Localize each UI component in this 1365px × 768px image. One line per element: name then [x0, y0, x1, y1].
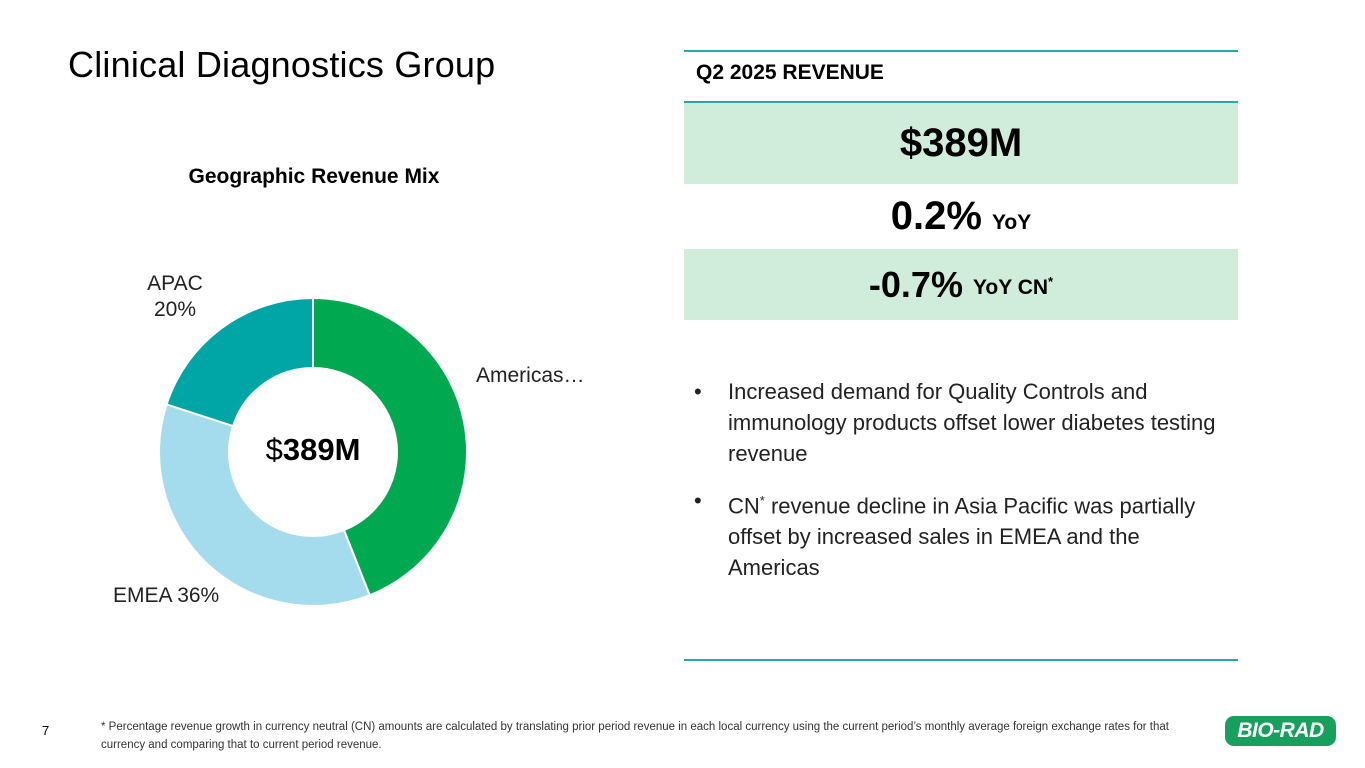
revenue-total-value: $389M [899, 121, 1023, 165]
slice-label-americas: Americas… [476, 364, 585, 387]
bio-rad-logo: BIO-RAD [1225, 716, 1336, 746]
bullet-text: Increased demand for Quality Controls an… [728, 379, 1216, 466]
donut-center-label: $389M [215, 432, 411, 468]
footnote: * Percentage revenue growth in currency … [101, 721, 1169, 751]
commentary-list: • Increased demand for Quality Controls … [694, 376, 1234, 599]
slice-label-apac-name: APAC [147, 272, 203, 295]
center-label-prefix: $ [265, 432, 283, 467]
revenue-header: Q2 2025 REVENUE [696, 61, 884, 84]
donut-slice-emea [158, 403, 371, 607]
panel-header-rule [684, 101, 1238, 103]
bullet-text: revenue decline in Asia Pacific was part… [728, 493, 1196, 581]
chart-title: Geographic Revenue Mix [188, 165, 440, 188]
donut-chart [158, 296, 468, 607]
slice-label-apac-value: 20% [153, 298, 197, 321]
donut-slice-apac [165, 296, 314, 428]
slice-label-emea: EMEA 36% [113, 584, 220, 607]
revenue-cn-value: -0.7% [868, 263, 963, 305]
revenue-yoy: 0.2% YoY [684, 184, 1238, 249]
page-number: 7 [42, 723, 50, 738]
donut-slice-americas [312, 296, 468, 597]
bullet-marker: • [694, 379, 702, 404]
bullet-marker: • [694, 488, 702, 513]
cn-footnote-marker: * [1048, 274, 1054, 289]
center-label-value: 389M [282, 432, 361, 467]
panel-bottom-rule [684, 659, 1238, 661]
list-item: • CN* revenue decline in Asia Pacific wa… [694, 485, 1234, 583]
revenue-cn-unit-text: YoY CN [972, 276, 1049, 299]
revenue-yoy-unit: YoY [991, 211, 1032, 234]
page-title: Clinical Diagnostics Group [68, 44, 496, 85]
revenue-cn-unit: YoY CN* [973, 274, 1053, 320]
revenue-cn: -0.7% YoY CN* [684, 249, 1238, 320]
bullet-footnote-marker: * [759, 493, 765, 508]
panel-top-rule [684, 50, 1238, 52]
revenue-yoy-value: 0.2% [890, 194, 982, 238]
revenue-total: $389M [684, 103, 1238, 184]
list-item: • Increased demand for Quality Controls … [694, 376, 1234, 469]
slice-label-apac: APAC 20% [146, 271, 204, 323]
bullet-prefix: CN [728, 493, 760, 519]
